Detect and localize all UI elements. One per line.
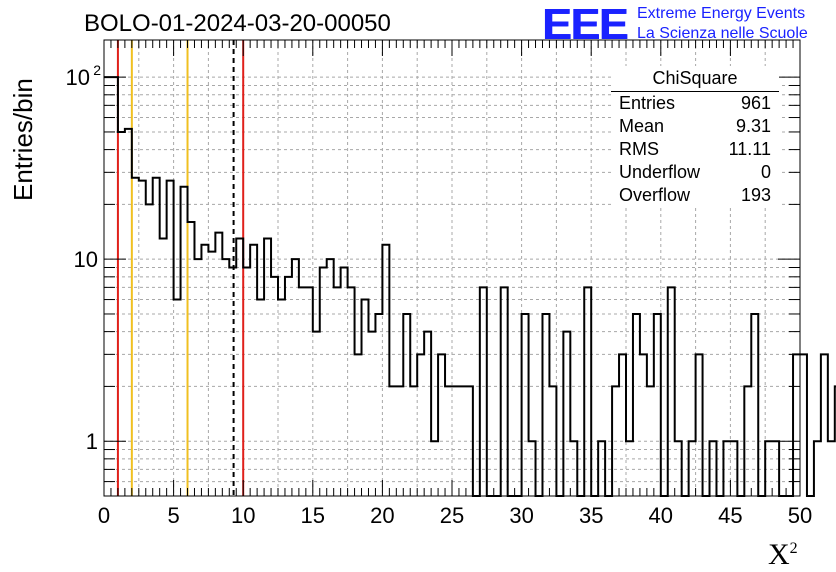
eee-logo: EEE Extreme Energy Events La Scienza nel… (542, 0, 832, 49)
stats-key: Entries (619, 93, 676, 113)
x-tick-label: 50 (788, 503, 812, 528)
stats-value: 961 (740, 93, 771, 113)
x-tick-label: 45 (718, 503, 742, 528)
stats-title: ChiSquare (652, 68, 738, 88)
stats-key: Underflow (619, 162, 701, 182)
x-tick-label: 5 (167, 503, 179, 528)
y-tick-label: 10 (74, 247, 98, 272)
stats-key: Mean (619, 116, 665, 136)
x-tick-label: 10 (231, 503, 255, 528)
y-tick-label-exponent: 2 (93, 62, 101, 78)
stats-row-overflow: Overflow 193 (619, 185, 771, 207)
stats-row-mean: Mean 9.31 (619, 116, 771, 138)
x-tick-label: 25 (440, 503, 464, 528)
logo-line-2: La Scienza nelle Scuole (637, 25, 808, 42)
stats-key: Overflow (619, 185, 691, 205)
histogram-outline (104, 76, 836, 497)
logo-line-1: Extreme Energy Events (637, 5, 806, 22)
stats-row-entries: Entries 961 (619, 93, 771, 115)
y-tick-label: 1 (86, 429, 98, 454)
stats-value: 193 (740, 185, 771, 205)
y-tick-label: 10 (66, 65, 90, 90)
x-tick-label: 0 (98, 503, 110, 528)
stats-value: 9.31 (735, 116, 771, 136)
x-tick-label: 30 (509, 503, 533, 528)
stats-value: 11.11 (728, 139, 771, 159)
x-axis-label: X2 (768, 538, 798, 572)
chart-title: BOLO-01-2024-03-20-00050 (84, 10, 391, 37)
x-axis-label-text: X (768, 538, 790, 571)
stats-row-rms: RMS 11.11 (619, 139, 771, 161)
stats-row-underflow: Underflow 0 (619, 162, 771, 184)
x-tick-label: 15 (301, 503, 325, 528)
stats-box: ChiSquare Entries 961 Mean 9.31 RMS 11.1… (611, 66, 779, 206)
histogram (104, 76, 836, 497)
x-tick-label: 35 (579, 503, 603, 528)
x-tick-label: 20 (370, 503, 394, 528)
x-axis-label-superscript: 2 (789, 540, 798, 557)
stats-title-underline (611, 91, 779, 92)
stats-value: 0 (760, 162, 771, 182)
x-tick-label: 40 (649, 503, 673, 528)
axis-ticks (103, 40, 801, 497)
stats-key: RMS (619, 139, 659, 159)
